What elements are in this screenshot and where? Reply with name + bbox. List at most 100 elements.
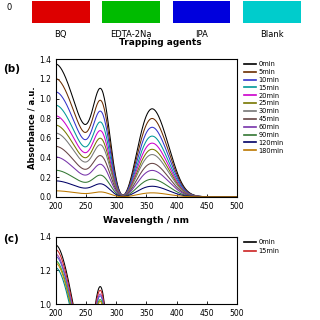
20min [165, 160, 169, 164]
Line: 15min: 15min [56, 105, 237, 197]
60min [55, 155, 59, 159]
30min [165, 167, 169, 171]
5min [55, 77, 59, 81]
20min [54, 114, 58, 118]
5min [218, 195, 222, 199]
5min [162, 135, 165, 139]
20min [206, 195, 210, 199]
Line: 45min: 45min [56, 146, 237, 197]
120min [162, 187, 165, 191]
90min [218, 195, 222, 199]
10min [54, 90, 58, 94]
Line: 180min: 180min [56, 191, 237, 197]
Bar [243, 1, 301, 23]
120min [218, 195, 222, 199]
10min [161, 140, 165, 144]
90min [54, 168, 58, 172]
Line: 120min: 120min [56, 181, 237, 197]
90min [162, 181, 165, 185]
15min [206, 195, 210, 199]
15min [162, 148, 165, 152]
Line: 20min: 20min [56, 116, 237, 197]
Line: 30min: 30min [56, 133, 237, 197]
Line: 90min: 90min [56, 170, 237, 197]
15min [55, 103, 59, 107]
60min [235, 195, 239, 199]
10min [235, 195, 239, 199]
15min [54, 103, 58, 107]
25min [218, 195, 222, 199]
45min [235, 195, 239, 199]
Text: BQ: BQ [54, 30, 67, 39]
30min [162, 163, 165, 166]
30min [218, 195, 222, 199]
180min [218, 195, 222, 199]
180min [161, 192, 165, 196]
30min [54, 131, 58, 135]
0min [162, 128, 165, 132]
30min [206, 195, 210, 199]
120min [165, 188, 169, 192]
120min [161, 187, 165, 190]
30min [235, 195, 239, 199]
0min [218, 195, 222, 199]
90min [165, 183, 169, 187]
5min [206, 195, 210, 199]
Line: 10min: 10min [56, 92, 237, 197]
120min [55, 179, 59, 183]
30min [161, 162, 165, 165]
Legend: 0min, 15min: 0min, 15min [244, 239, 279, 254]
0min [161, 126, 165, 130]
0min [165, 137, 169, 141]
90min [161, 181, 165, 185]
120min [206, 195, 210, 199]
10min [162, 142, 165, 146]
Text: Trapping agents: Trapping agents [119, 38, 201, 47]
Legend: 0min, 5min, 10min, 15min, 20min, 25min, 30min, 45min, 60min, 90min, 120min, 180m: 0min, 5min, 10min, 15min, 20min, 25min, … [244, 61, 284, 154]
25min [235, 195, 239, 199]
Bar [102, 1, 160, 23]
120min [235, 195, 239, 199]
Text: 0: 0 [6, 3, 12, 12]
Line: 0min: 0min [56, 64, 237, 197]
0min [55, 62, 59, 66]
0min [235, 195, 239, 199]
120min [54, 179, 58, 183]
180min [235, 195, 239, 199]
25min [161, 157, 165, 161]
60min [165, 178, 169, 181]
25min [165, 164, 169, 168]
20min [235, 195, 239, 199]
180min [54, 189, 58, 193]
25min [162, 159, 165, 163]
15min [165, 155, 169, 159]
15min [235, 195, 239, 199]
Text: (c): (c) [3, 234, 19, 244]
30min [55, 131, 59, 135]
180min [162, 192, 165, 196]
25min [55, 123, 59, 127]
15min [218, 195, 222, 199]
5min [54, 77, 58, 81]
Bar [32, 1, 90, 23]
60min [218, 195, 222, 199]
10min [165, 149, 169, 153]
90min [55, 168, 59, 172]
Line: 5min: 5min [56, 79, 237, 197]
Y-axis label: Absorbance / a.u.: Absorbance / a.u. [27, 87, 36, 169]
45min [206, 195, 210, 199]
X-axis label: Wavelength / nm: Wavelength / nm [103, 216, 189, 225]
Line: 60min: 60min [56, 157, 237, 197]
45min [165, 173, 169, 177]
Text: IPA: IPA [195, 30, 208, 39]
0min [54, 62, 58, 66]
5min [161, 133, 165, 137]
60min [54, 155, 58, 159]
60min [206, 195, 210, 199]
45min [54, 144, 58, 148]
60min [162, 175, 165, 179]
Line: 25min: 25min [56, 125, 237, 197]
180min [206, 195, 210, 199]
20min [55, 114, 59, 118]
5min [235, 195, 239, 199]
